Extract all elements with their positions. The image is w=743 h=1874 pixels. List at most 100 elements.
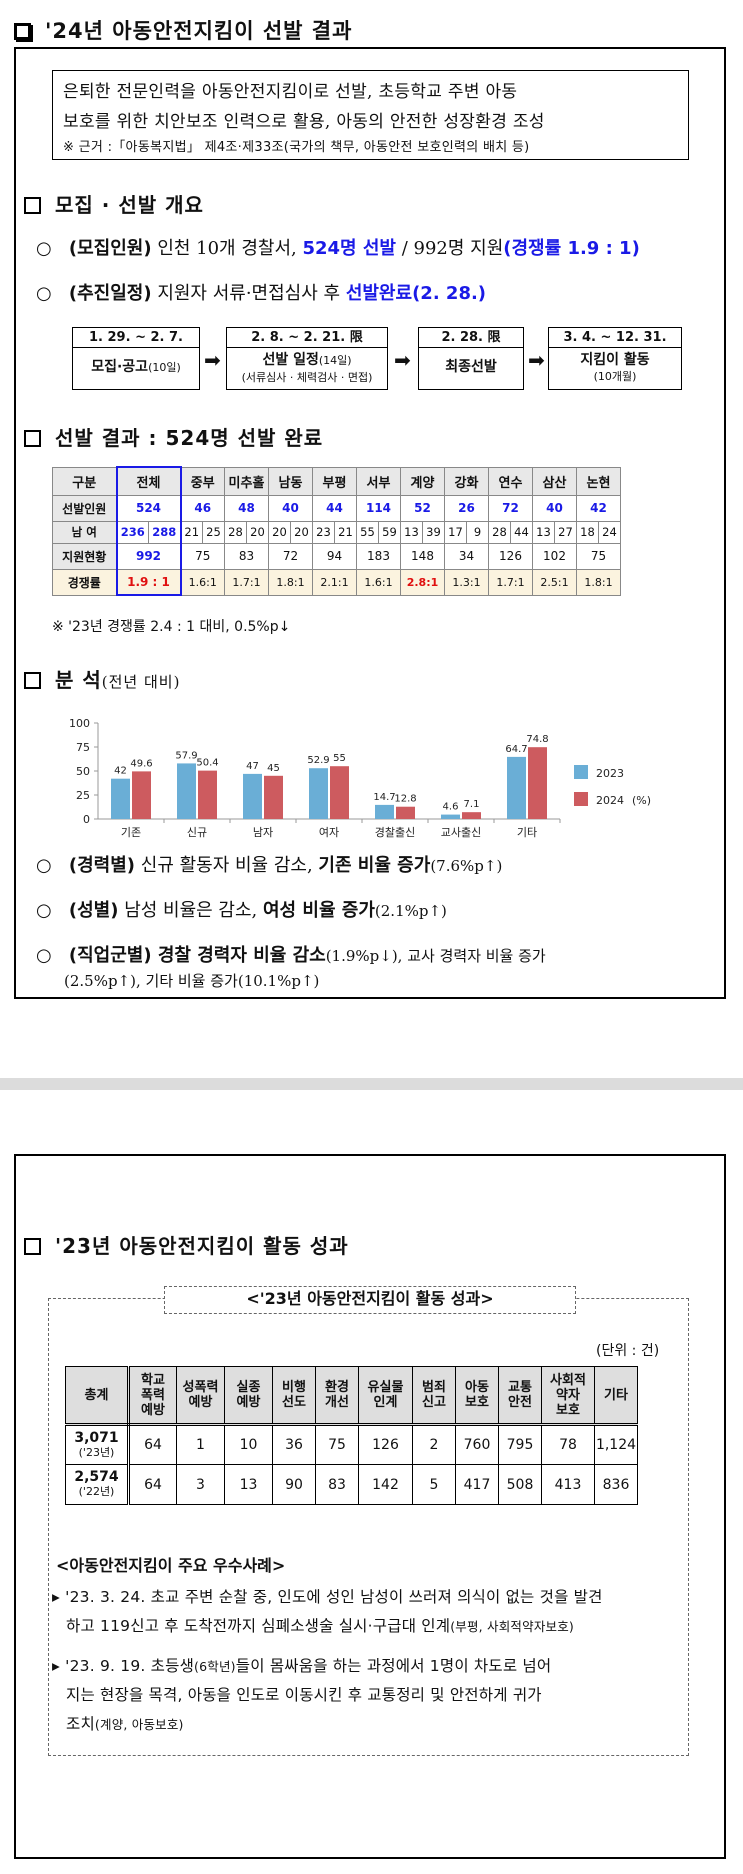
header-line: 성폭력: [182, 1380, 219, 1395]
step-label: 모집·공고(10일): [91, 359, 181, 375]
data-label: 14.7: [373, 792, 395, 803]
header-line: 선도: [282, 1395, 306, 1410]
activity-header-cell: 사회적 약자 보호: [541, 1366, 595, 1426]
table-cell: 114: [356, 494, 401, 522]
table-cell: 1.7:1: [224, 568, 269, 596]
step-date: 3. 4. ~ 12. 31.: [549, 328, 681, 348]
activity-cell: 1,124: [594, 1424, 638, 1465]
table-cell: 55: [356, 520, 379, 544]
page-2-frame: [14, 1154, 726, 1859]
case-item-2: ▸ '23. 9. 19. 초등생(6학년)들이 몸싸움을 하는 과정에서 1명…: [52, 1652, 551, 1681]
table-cell: 288: [148, 520, 182, 544]
data-label: 52.9: [307, 755, 329, 766]
bullet-tag: (성별): [68, 900, 119, 921]
year-label: ('22년): [78, 1485, 115, 1498]
data-label: 74.8: [526, 734, 548, 745]
data-label: 47: [246, 761, 259, 772]
activity-total-cell: 3,071 ('23년): [65, 1424, 130, 1465]
checkbox-square-icon: [14, 23, 31, 40]
table-cell: 126: [488, 542, 533, 570]
table-cell: 24: [598, 520, 621, 544]
table-cell: 34: [444, 542, 489, 570]
schedule-step-4: 3. 4. ~ 12. 31. 지킴이 활동 (10개월): [548, 327, 682, 390]
table-cell: 13: [400, 520, 423, 544]
bullet-occupation-cont: (2.5%p↑), 기타 비율 증가(10.1%p↑): [64, 972, 320, 990]
case-text-small: (6학년): [194, 1659, 236, 1674]
triangle-bullet-icon: ▸: [52, 1657, 60, 1675]
table-cell: 20: [268, 520, 291, 544]
activity-row-2023: 3,071 ('23년) 64 1 10 36 75 126 2 760 795 78 1,124: [65, 1424, 638, 1465]
header-line: 인계: [373, 1395, 398, 1410]
bullet-tag: (모집인원): [68, 238, 152, 259]
unit-label: (단위 : 건): [596, 1343, 660, 1359]
bullet-bold-text: 경찰 경력자 비율 감소: [151, 945, 326, 966]
x-tick-label: 경찰출신: [375, 826, 415, 839]
bar-2023-3: [309, 768, 328, 819]
data-label: 49.6: [130, 758, 152, 769]
table-note: ※ '23년 경쟁률 2.4 : 1 대비, 0.5%p↓: [52, 619, 291, 635]
activity-cell: 126: [358, 1424, 413, 1465]
table-cell: 1.8:1: [576, 568, 621, 596]
x-tick-label: 신규: [187, 826, 207, 839]
table-row-applied: 지원현황 992 75 83 72 94 183 148 34 126 102 …: [52, 542, 621, 570]
table-row-gender: 남 여 236 288 21 25 28 20 20 20 23 21 55 5…: [52, 520, 621, 544]
y-tick-label: 75: [76, 741, 90, 754]
bullet-career: ○ (경력별) 신규 활동자 비율 감소, 기존 비율 증가(7.6%p↑): [36, 851, 502, 877]
case-text: '23. 9. 19. 초등생: [65, 1657, 195, 1675]
square-bullet-icon: [24, 672, 41, 689]
table-cell: 1.9 : 1: [115, 568, 182, 596]
table-row-label: 지원현황: [52, 542, 117, 570]
table-cell: 59: [378, 520, 401, 544]
bar-2023-5: [441, 814, 460, 819]
schedule-step-2: 2. 8. ~ 2. 21. 限 선발 일정(14일) (서류심사 · 체력검사…: [226, 327, 388, 390]
table-cell: 17: [444, 520, 467, 544]
total-value: 3,071: [74, 1429, 119, 1446]
table-header-cell: 연수: [488, 466, 533, 496]
y-tick-label: 100: [69, 717, 90, 730]
completion-date: (2. 28.): [412, 283, 487, 304]
bullet-text: 지원자 서류·면접심사 후: [151, 283, 346, 304]
bar-2023-0: [111, 778, 130, 819]
activity-header-cell: 비행 선도: [272, 1366, 316, 1426]
bar-2024-0: [132, 771, 151, 819]
table-cell: 52: [400, 494, 445, 522]
circle-bullet-icon: ○: [36, 238, 52, 259]
activity-cell: 508: [498, 1464, 542, 1505]
step-label: 최종선발: [445, 359, 497, 375]
legend-label: 2024: [596, 794, 624, 807]
x-tick-label: 기존: [121, 826, 141, 839]
legend-label: 2023: [596, 767, 624, 780]
bullet-text: (2.1%p↑): [374, 902, 447, 920]
activity-cell: 10: [224, 1424, 273, 1465]
legend-swatch-2024: [574, 792, 588, 806]
bullet-text: 남성 비율은 감소,: [118, 900, 263, 921]
table-cell: 2.1:1: [312, 568, 357, 596]
table-header-cell: 구분: [52, 466, 117, 496]
activity-caption: <'23년 아동안전지킴이 활동 성과>: [164, 1286, 576, 1314]
case-text: '23. 3. 24. 초교 주변 순찰 중, 인도에 성인 남성이 쓰러져 의…: [65, 1588, 603, 1606]
table-cell: 148: [400, 542, 445, 570]
data-label: 7.1: [464, 799, 480, 810]
section-result-title: 선발 결과 : 524명 선발 완료: [24, 422, 323, 451]
table-cell: 13: [532, 520, 555, 544]
square-bullet-icon: [24, 1238, 41, 1255]
activity-cell: 78: [541, 1424, 595, 1465]
table-cell: 44: [312, 494, 357, 522]
table-cell: 75: [576, 542, 621, 570]
table-header-cell: 논현: [576, 466, 621, 496]
data-label: 42: [114, 766, 127, 777]
bar-2023-2: [243, 773, 262, 819]
bullet-tag: (추진일정): [68, 283, 152, 304]
activity-cell: 64: [128, 1464, 177, 1505]
table-cell: 72: [268, 542, 313, 570]
table-cell: 18: [576, 520, 599, 544]
bar-2024-2: [264, 775, 283, 819]
activity-header-cell: 아동 보호: [455, 1366, 499, 1426]
header-line: 아동: [465, 1380, 489, 1395]
activity-cell: 413: [541, 1464, 595, 1505]
table-cell: 2.8:1: [400, 568, 445, 596]
x-tick-label: 남자: [253, 826, 273, 839]
table-cell: 42: [576, 494, 621, 522]
x-tick-label: 여자: [319, 826, 339, 839]
header-line: 개선: [325, 1395, 349, 1410]
